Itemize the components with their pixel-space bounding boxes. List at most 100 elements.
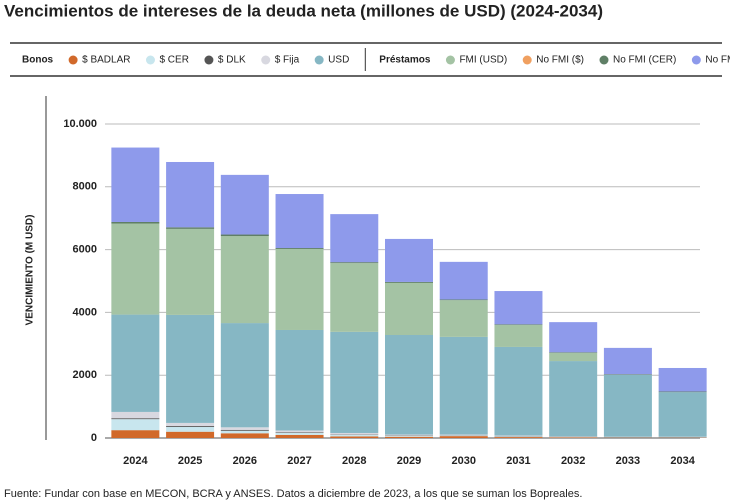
y-tick-label: 8000 [73,181,97,193]
bar-segment [111,411,160,419]
legend-label: No FMI (CER) [613,55,676,66]
bar-segment [275,248,324,249]
x-tick-label: 2033 [616,455,640,467]
chart-title: Vencimientos de intereses de la deuda ne… [4,1,603,20]
bar-segment [275,432,324,435]
bar-segment [220,234,269,237]
bar-segment [330,436,379,438]
bar-segment [385,436,433,438]
bar-segment [330,432,379,435]
bar-segment [275,432,324,433]
bar-segment [166,426,215,428]
legend-label: No FMI (USD) [705,55,730,66]
bar-segment [111,430,160,438]
bar-segment [166,161,215,228]
x-tick-label: 2030 [451,455,475,467]
bar-segment [330,214,379,263]
bar-segment [549,322,598,353]
bar-segment [220,433,269,438]
legend-swatch [691,55,701,65]
bar-segment [220,236,269,324]
legend-swatch [204,55,214,65]
bar-segment [166,431,215,438]
bar-segment [220,174,269,235]
bar-segment [275,329,324,431]
y-tick-label: 0 [91,432,97,444]
bar-segment [494,346,543,436]
legend-label: $ Fija [275,55,300,66]
bar-segment [385,282,433,336]
bar-segment [439,300,488,337]
bar-segment [166,427,215,432]
bar-segment [111,419,160,431]
bar-segment [658,392,707,437]
legend-label: $ DLK [218,55,246,66]
bar-segment [603,374,652,375]
x-tick-label: 2026 [233,455,257,467]
legend-label: $ CER [159,55,188,66]
bar-segment [275,430,324,433]
legend-swatch [145,55,155,65]
bar-segment [549,352,598,362]
y-tick-label: 2000 [73,369,97,381]
bar-segment [494,324,543,325]
bar-segment [494,324,543,347]
bar-segment [220,323,269,428]
bar-segment [111,221,160,224]
legend-label: FMI (USD) [459,55,507,66]
legend-group-label: Bonos [22,55,54,66]
bar-segment [603,347,652,375]
y-tick-label: 4000 [73,306,97,318]
bar-segment [330,331,379,433]
legend-group-label: Préstamos [379,55,431,66]
legend-swatch [522,55,532,65]
bar-segment [111,314,160,412]
bar-segment [603,374,652,437]
y-tick-label: 10.000 [63,118,97,130]
bar-segment [494,436,543,438]
legend-swatch [68,55,78,65]
x-tick-label: 2027 [287,455,311,467]
bar-segment [439,436,488,438]
bar-segment [439,434,488,436]
bar-segment [494,291,543,325]
legend-label: No FMI ($) [536,55,584,66]
bar-segment [220,429,269,431]
bar-segment [439,435,488,437]
bar-segment [494,437,543,438]
bar-segment [111,223,160,315]
bar-segment [385,434,433,436]
bar-segment [275,248,324,330]
bar-segment [385,238,433,282]
x-tick-label: 2031 [506,455,530,467]
source-note: Fuente: Fundar con base en MECON, BCRA y… [4,488,582,500]
bar-segment [494,435,543,437]
x-tick-label: 2025 [178,455,202,467]
legend-swatch [261,55,271,65]
legend-label: USD [328,55,349,66]
bar-segment [330,262,379,264]
bar-segment [166,422,215,427]
legend-label: $ BADLAR [82,55,130,66]
legend-swatch [445,55,455,65]
legend-swatch [314,55,324,65]
x-tick-label: 2032 [561,455,585,467]
bar-segment [439,299,488,301]
bar-segment [166,227,215,229]
bar-segment [220,430,269,434]
bar-segment [549,361,598,437]
x-tick-label: 2024 [123,455,148,467]
y-tick-label: 6000 [73,244,97,256]
bar-segment [385,335,433,435]
bar-segment [111,418,160,420]
bar-segment [439,261,488,300]
bar-segment [330,434,379,437]
legend-swatch [599,55,609,65]
bar-segment [330,263,379,332]
bar-segment [385,435,433,437]
bar-segment [439,336,488,435]
bar-segment [658,391,707,393]
x-tick-label: 2034 [670,455,695,467]
x-tick-label: 2028 [342,455,366,467]
